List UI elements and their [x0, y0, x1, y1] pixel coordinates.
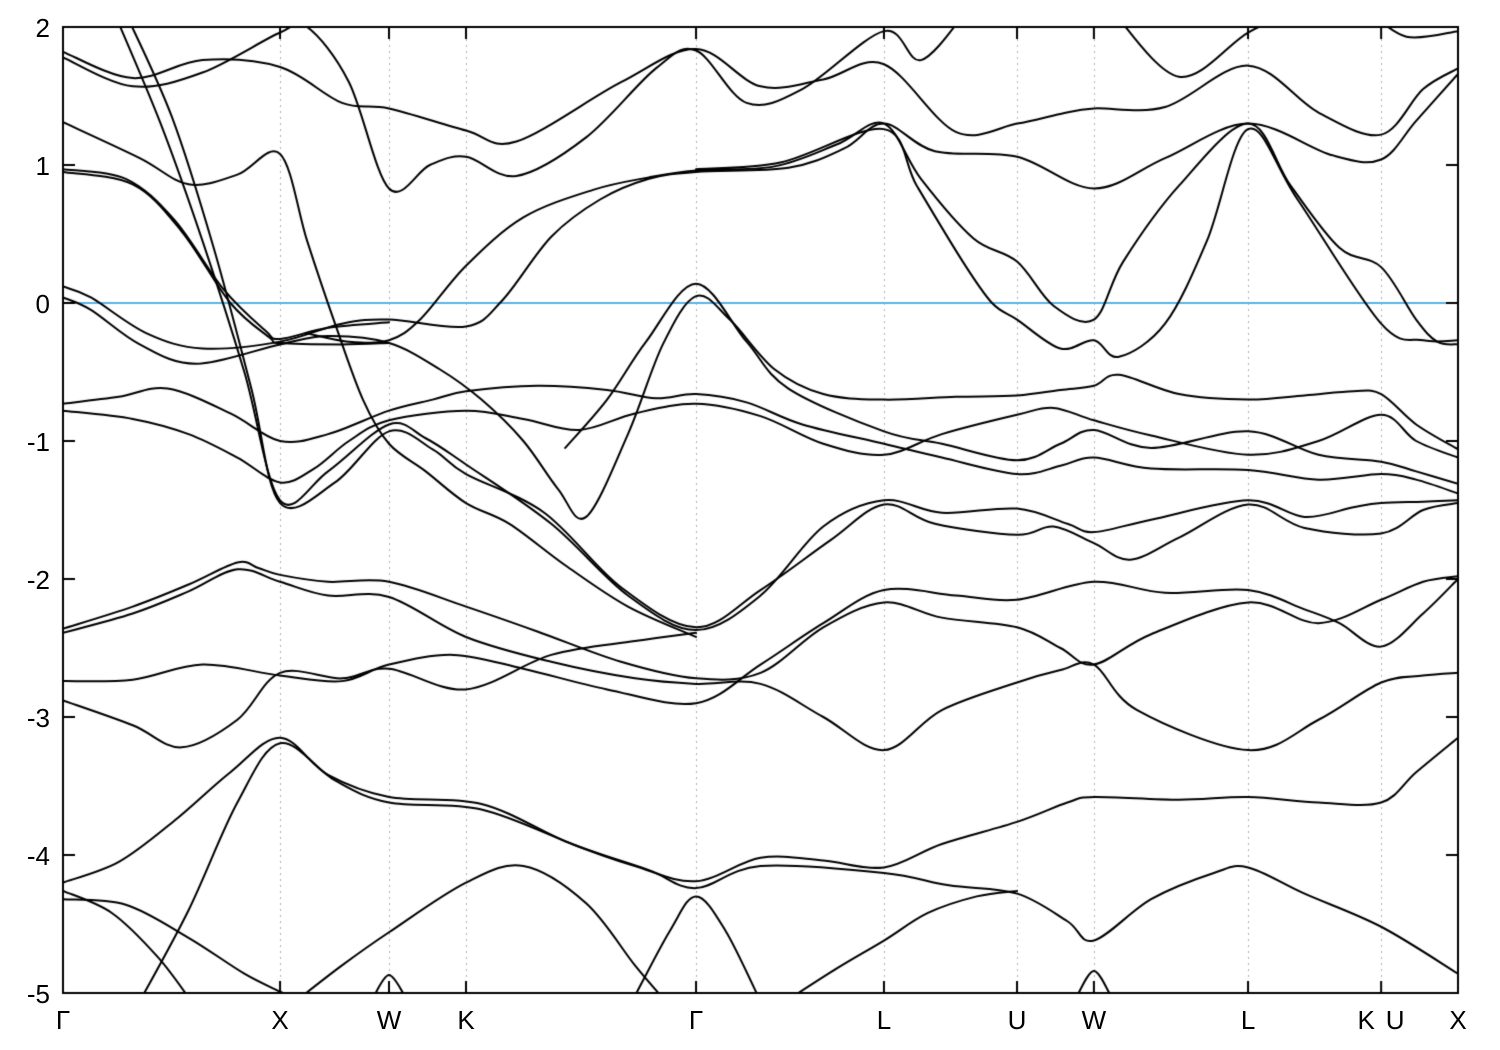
x-tick-label: W [1081, 1005, 1107, 1035]
x-tick-label: K [1357, 1005, 1375, 1035]
x-tick-label: X [271, 1005, 289, 1035]
y-tick-label: -4 [26, 841, 50, 871]
x-tick-label: U [1007, 1005, 1027, 1035]
y-tick-label: -5 [26, 979, 50, 1009]
x-tick-label: U [1385, 1005, 1405, 1035]
x-tick-label: Γ [55, 1005, 71, 1035]
y-tick-label: 0 [35, 289, 50, 319]
y-tick-label: 1 [35, 151, 50, 181]
y-tick-label: -1 [26, 427, 50, 457]
x-tick-label: K [457, 1005, 475, 1035]
y-tick-label: 2 [35, 13, 50, 43]
y-tick-label: -2 [26, 565, 50, 595]
x-tick-label: L [1240, 1005, 1256, 1035]
x-tick-label: X [1449, 1005, 1467, 1035]
y-tick-label: -3 [26, 703, 50, 733]
x-tick-label: L [876, 1005, 892, 1035]
x-tick-label: Γ [688, 1005, 704, 1035]
x-tick-label: W [376, 1005, 402, 1035]
